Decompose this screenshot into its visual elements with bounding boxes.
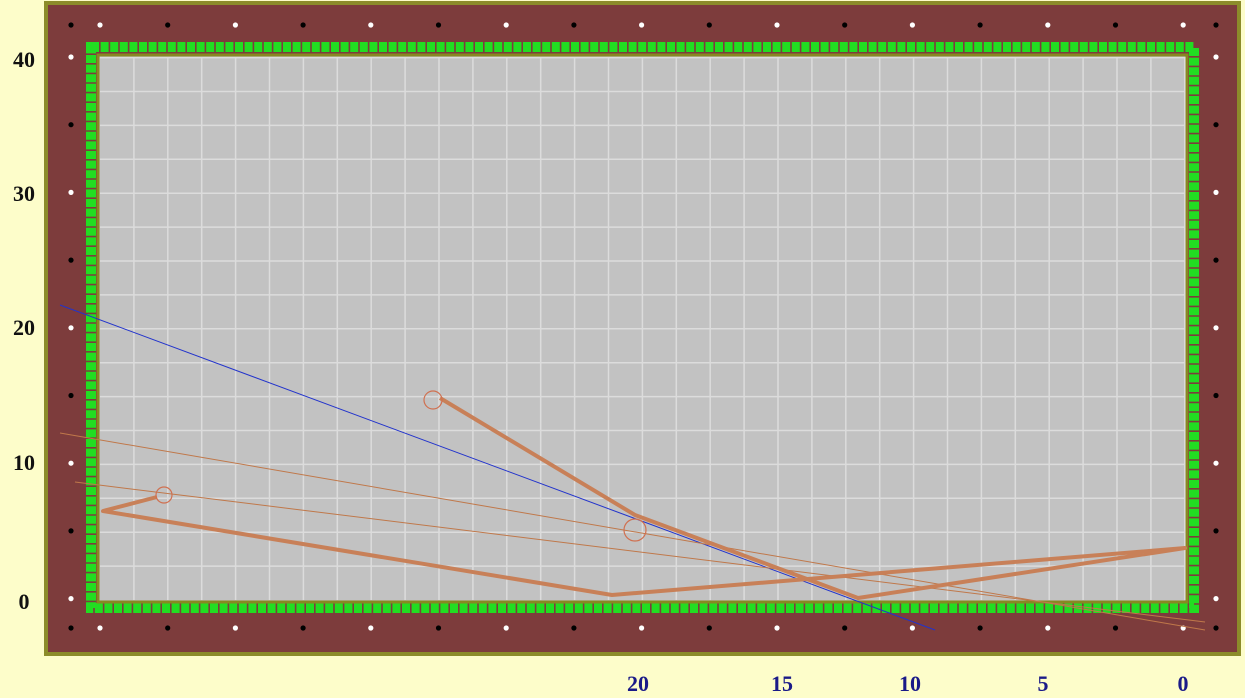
diamond [1213,54,1219,60]
diamond [368,22,374,28]
diamond [503,625,509,631]
diamond [977,22,983,28]
diamond [1213,625,1219,631]
diamond [1045,22,1051,28]
ball [155,486,173,504]
diamond [571,625,577,631]
diamond [1213,257,1219,263]
diamond [68,392,74,399]
diamond [165,625,171,631]
diamond [1213,596,1219,602]
diamond [1213,189,1219,195]
diamond [300,22,306,28]
diamond [909,625,916,631]
bottom-label: 15 [771,671,793,696]
diamond [68,596,74,602]
diamond [1213,22,1219,28]
bottom-scale: 20 15 10 5 0 [627,671,1189,696]
diamond [842,625,848,631]
left-label: 30 [13,181,35,206]
diamond [435,625,442,631]
diamond [68,528,74,534]
diamond [68,122,74,128]
left-label: 20 [13,315,35,340]
diamond [1213,325,1219,331]
diamond [503,22,509,28]
left-scale: 40 30 20 10 0 [13,47,35,614]
diamond [1180,22,1186,28]
diamond [97,625,103,631]
diamond [1112,22,1119,28]
left-label: 40 [13,47,35,72]
diamond [232,22,238,28]
diamond [368,625,374,631]
diamond [1213,460,1219,466]
diamond [165,22,171,28]
diamond [68,460,74,466]
diamond [1213,122,1219,128]
diamond [68,22,74,28]
diamond [639,625,645,631]
diamond [706,625,712,631]
diamond [68,54,74,60]
diamond [1112,625,1119,631]
diamond [571,22,577,28]
diamond [435,22,442,28]
ball [423,390,443,410]
left-label: 0 [19,589,30,614]
bottom-label: 5 [1038,671,1049,696]
ball [623,518,647,542]
diamond [1213,392,1219,399]
diamond [909,22,916,28]
guide-line [74,481,1206,623]
diamond [774,625,780,631]
diamond [639,22,645,28]
guide-line [59,432,1206,631]
diamond [842,22,848,28]
grid [100,56,1186,600]
bottom-label: 10 [899,671,921,696]
left-label: 10 [13,450,35,475]
diamond [1213,528,1219,534]
diamond [97,22,103,28]
diamond [68,257,74,263]
trajectories [59,304,1206,631]
ball-path [101,396,1187,600]
diamond [706,22,712,28]
aim-line [59,304,936,631]
diamond [232,625,238,631]
bottom-label: 20 [627,671,649,696]
diamond [300,625,306,631]
diamonds [68,22,1219,631]
diamond [774,22,780,28]
diamond [977,625,983,631]
diamond [68,625,74,631]
cushion [86,42,1199,613]
diamond [68,325,74,331]
diamond [1045,625,1051,631]
bottom-label: 0 [1178,671,1189,696]
diamond [68,189,74,195]
